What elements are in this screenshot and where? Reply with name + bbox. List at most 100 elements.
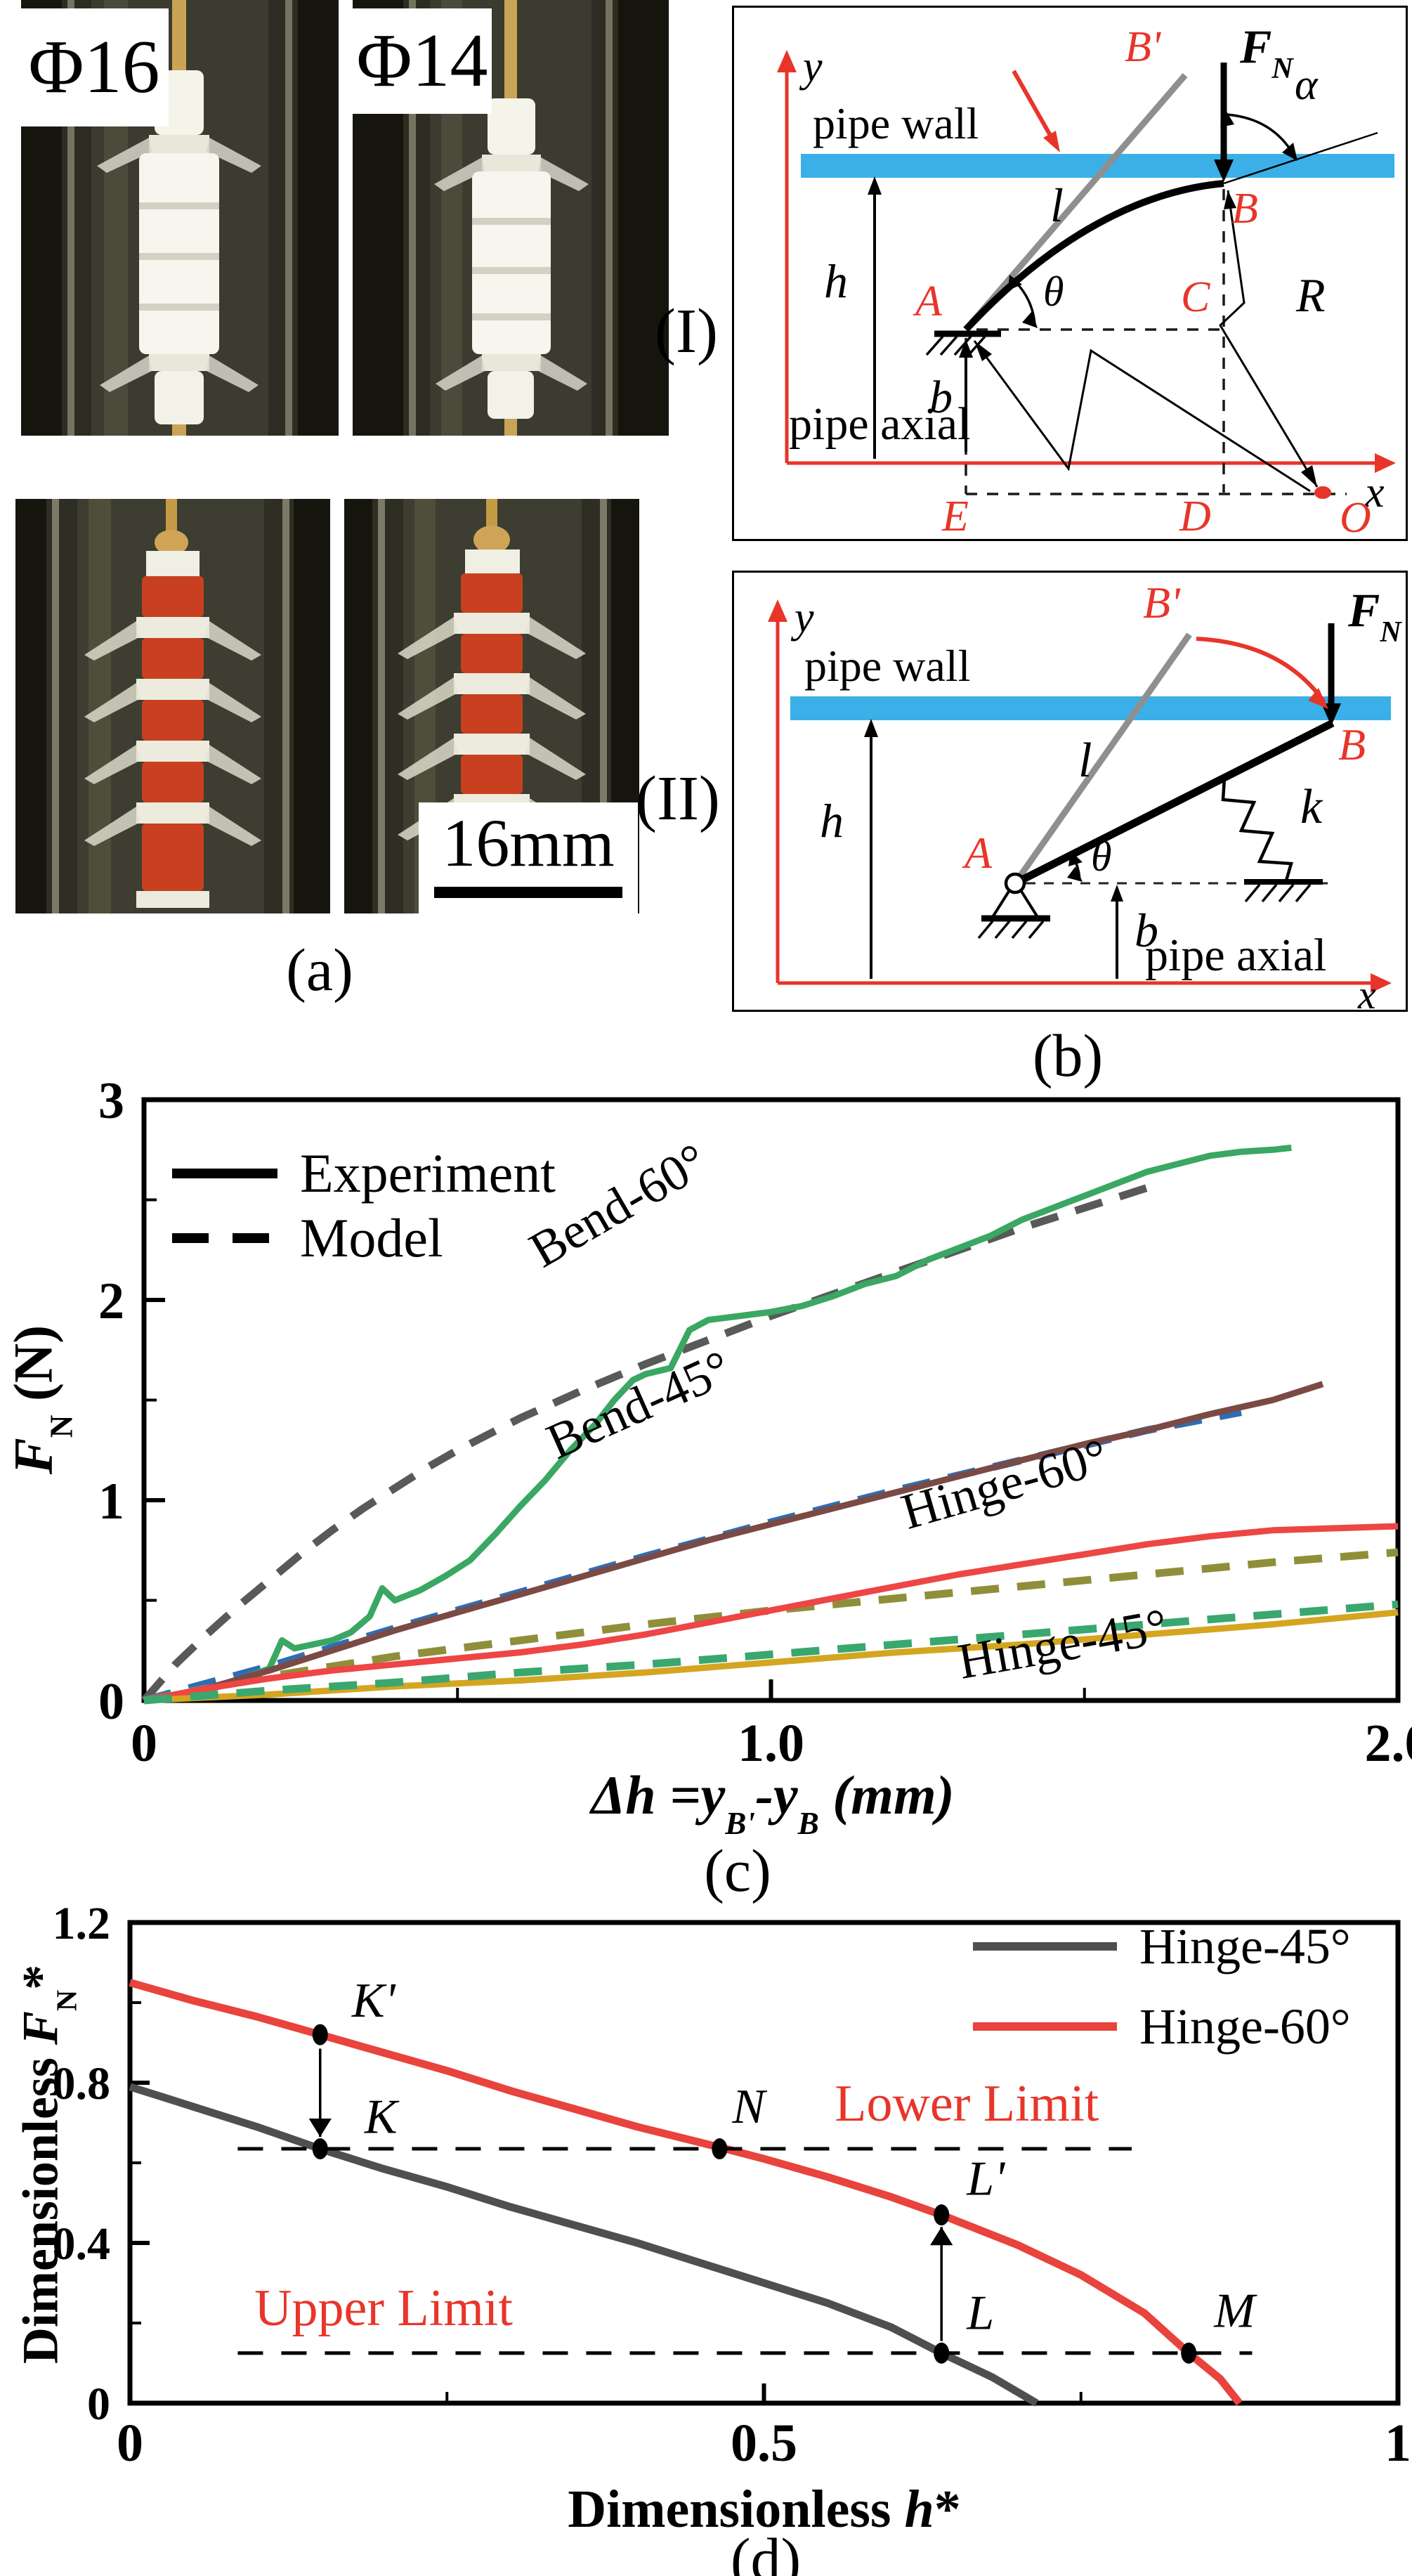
arrowhead [308, 2118, 332, 2137]
fin [207, 138, 261, 173]
series-bend-45-experiment [143, 1381, 1324, 1704]
y-tick-label: 1 [98, 1473, 124, 1530]
radius-pointer-lines [973, 190, 1319, 493]
force-arrow-fn [1214, 63, 1234, 182]
series-hinge-60- [129, 1979, 1243, 2406]
fin [205, 683, 261, 722]
label-e: E [941, 493, 969, 539]
series-bend-60-experiment [143, 1144, 1292, 1704]
anchor-device-red [84, 499, 261, 908]
photo-anchor-units-16mm [15, 499, 330, 913]
height-dimension-b [959, 339, 973, 452]
height-dimension-h [864, 719, 878, 979]
series-hinge-45-experiment [143, 1609, 1399, 1704]
label-c: C [1181, 273, 1210, 321]
legend-label: Hinge-45° [1139, 1918, 1351, 1975]
pin-support-a [977, 872, 1050, 939]
photo-label-phi16: Φ16 [20, 8, 169, 126]
x-tick-label: 0 [117, 2414, 143, 2473]
fin [97, 138, 152, 173]
coordinate-axes [768, 599, 1392, 993]
theta-angle-arc [1008, 275, 1038, 328]
point-label-L-prime: L' [966, 2152, 1005, 2206]
chart-c-ylabel: FN (N) [2, 1325, 79, 1475]
x-tick-label: 2.0 [1365, 1714, 1412, 1773]
drive-rod [504, 0, 517, 436]
pipe-axial-label: pipe axial [1145, 930, 1326, 981]
chart-contact-force: 01.02.00123Bend-60°Bend-45°Hinge-60°Hing… [98, 1072, 1412, 1773]
arrowhead [930, 2227, 953, 2246]
y-tick-label: 0 [87, 2379, 110, 2430]
coordinate-axes [777, 50, 1396, 473]
fin [434, 157, 485, 191]
scale-bar-line [434, 887, 622, 898]
fin [84, 745, 140, 784]
series-hinge-45-model [143, 1600, 1399, 1705]
diagram-bend-model: y x pipe wall h [732, 6, 1408, 541]
fin [398, 617, 458, 659]
label-o: O [1340, 494, 1371, 539]
curve-label: Bend-45° [539, 1339, 739, 1470]
fin [207, 356, 259, 392]
bent-beam-curve [963, 180, 1224, 332]
curve-label: Hinge-60° [895, 1428, 1113, 1540]
photo-label-phi14: Φ14 [353, 8, 492, 114]
caption-a: (a) [286, 936, 353, 1003]
theta-label: θ [1091, 833, 1111, 880]
point-label-M: M [1213, 2284, 1257, 2338]
r-label: R [1295, 268, 1326, 322]
pipe-wall-label: pipe wall [813, 98, 979, 148]
pipe-wall-label: pipe wall [804, 641, 970, 691]
fin [525, 617, 586, 659]
fin [525, 738, 586, 780]
fin [205, 745, 261, 784]
axis-x-label: x [1357, 972, 1376, 1010]
series-hinge-60-experiment [143, 1523, 1399, 1704]
fin [525, 677, 586, 720]
label-b-point: B [1231, 185, 1258, 233]
scale-bar: 16mm [419, 802, 638, 916]
legend-label: Model [300, 1207, 443, 1268]
rigid-link-ab [1013, 720, 1335, 887]
height-dimension-b [1111, 885, 1123, 979]
fin [100, 356, 152, 392]
y-tick-label: 2 [98, 1273, 124, 1330]
y-tick-label: 0.8 [53, 2058, 111, 2109]
x-tick-label: 1 [1385, 2414, 1411, 2473]
marker-point-L [934, 2342, 950, 2364]
point-labels: A B B' [962, 578, 1366, 878]
legend-label: Hinge-60° [1139, 1998, 1351, 2055]
marker-point-M [1181, 2342, 1197, 2364]
subpanel-label-ii: (II) [636, 764, 720, 833]
b-label: b [929, 372, 953, 423]
virtual-beam-b-prime [1012, 632, 1192, 885]
curve-label: Hinge-45° [954, 1598, 1172, 1690]
height-dimension-h [868, 176, 882, 459]
fin [84, 807, 140, 846]
scale-bar-label: 16mm [442, 805, 615, 880]
force-label: FN [1347, 583, 1402, 649]
fin [205, 807, 261, 846]
caption-d: (d) [730, 2525, 802, 2576]
phi16-text: Φ16 [28, 25, 160, 109]
label-b-point: B [1338, 720, 1366, 769]
fin [84, 683, 140, 722]
fin [84, 621, 140, 661]
series-hinge-60-model [143, 1548, 1399, 1705]
rotation-arrow-red [1196, 637, 1328, 709]
fin [436, 356, 485, 391]
series-bend-60-model [140, 1184, 1149, 1703]
x-tick-label: 0.5 [731, 2414, 797, 2473]
y-tick-label: 1.2 [53, 1898, 111, 1949]
axis-y-label: y [790, 594, 814, 642]
point-label-K: K [364, 2090, 400, 2144]
chart-d-ylabel: Dimensionless FN* [12, 1964, 84, 2364]
limit-label: Upper Limit [254, 2279, 513, 2337]
k-label: k [1300, 780, 1323, 834]
y-tick-label: 0.4 [53, 2218, 111, 2270]
fin [398, 677, 458, 720]
axis-x-label: x [1364, 469, 1385, 516]
h-label: h [820, 794, 844, 847]
virtual-beam-b-prime [963, 73, 1188, 332]
